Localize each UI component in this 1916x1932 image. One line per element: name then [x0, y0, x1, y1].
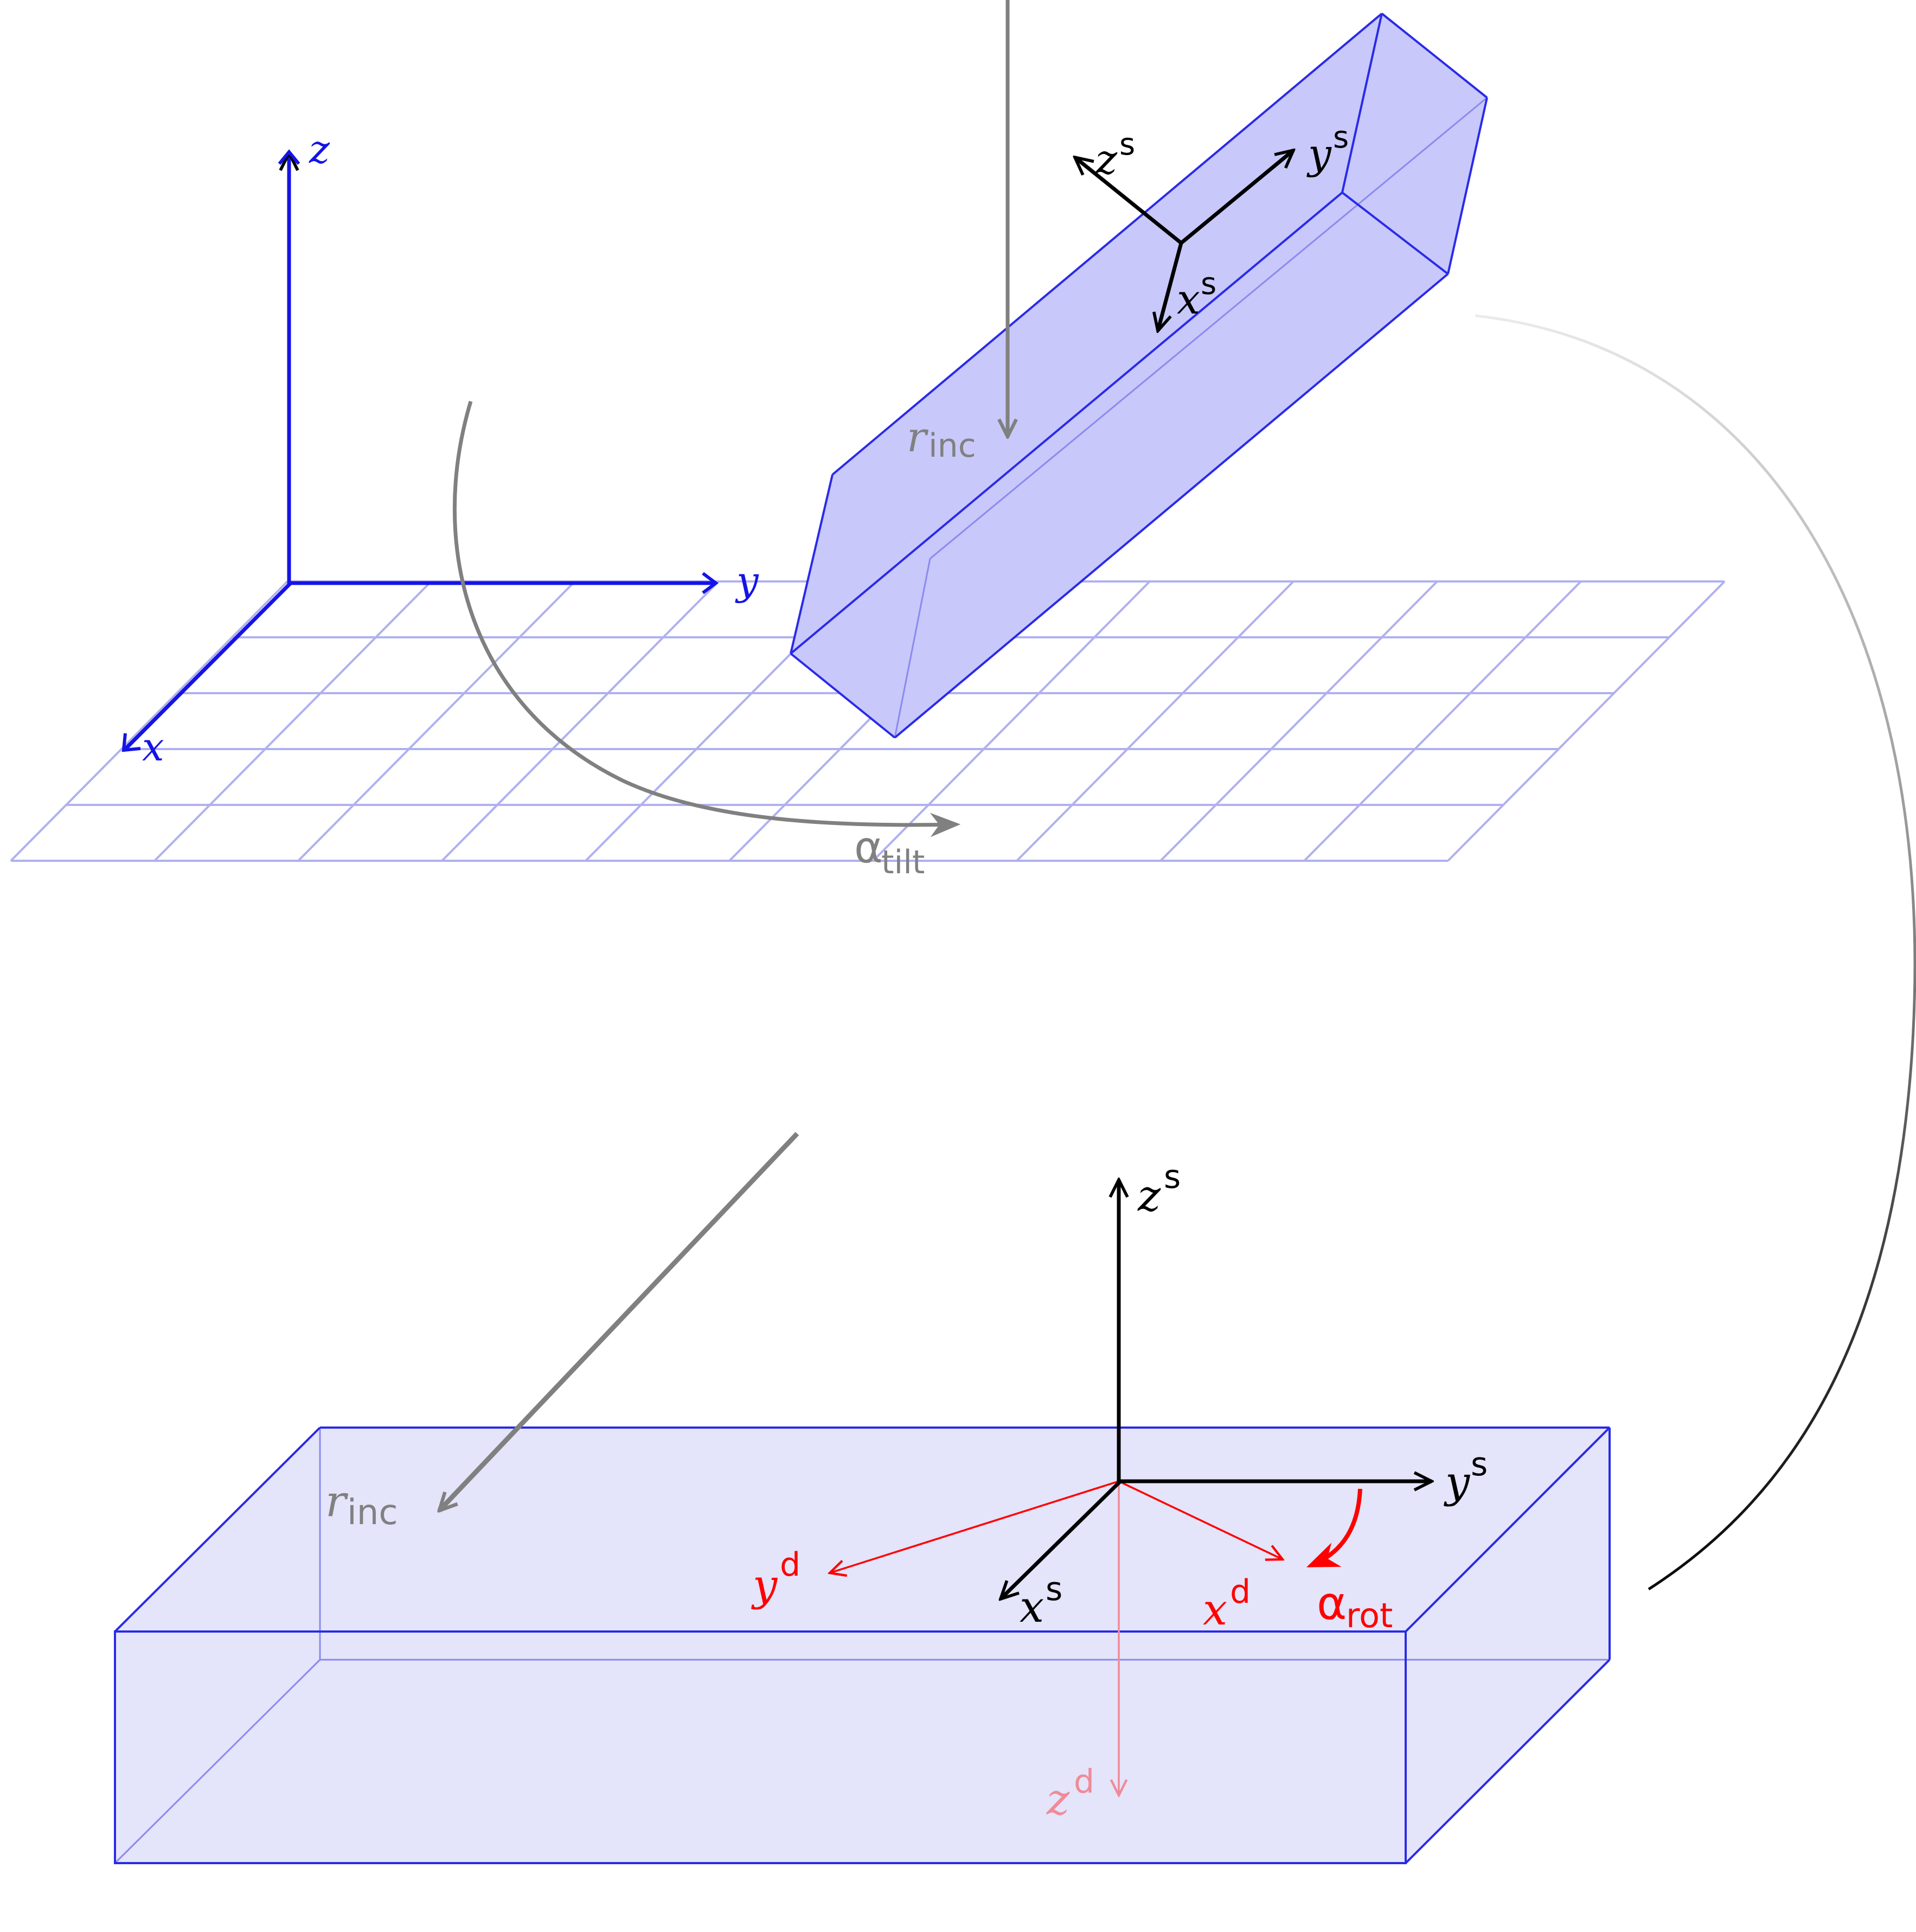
beam-label-bottom: r inc: [325, 1476, 398, 1533]
sample-x-label-top: x s: [1177, 266, 1216, 323]
svg-text:z: z: [1046, 1774, 1070, 1825]
lab-y-arrowhead: [702, 572, 719, 594]
sample-frame-top: [1075, 150, 1293, 331]
svg-text:x: x: [1177, 275, 1200, 323]
sample-x-axis-bottom: [1001, 1480, 1122, 1599]
svg-text:z: z: [1137, 1170, 1161, 1221]
svg-text:r: r: [907, 413, 929, 461]
incident-beam-bottom: [439, 1131, 799, 1511]
sample-z-label-bottom: z s: [1137, 1158, 1181, 1221]
svg-text:y: y: [1444, 1457, 1471, 1507]
tilted-crystal: [790, 12, 1488, 739]
beam-label-top: r inc: [907, 413, 976, 465]
sample-slab: [114, 1426, 1611, 1864]
svg-text:d: d: [1230, 1573, 1251, 1611]
crystal-front-face: [791, 193, 1448, 738]
crystal-top-face: [832, 14, 1487, 559]
slab-side-face: [1406, 1428, 1610, 1863]
sample-z-label-top: z s: [1095, 127, 1135, 183]
sample-frame-bottom: [1001, 1180, 1432, 1599]
svg-text:inc: inc: [928, 427, 976, 465]
lab-x-arrowhead: [121, 733, 141, 752]
lab-y-label: y: [735, 558, 759, 604]
rotation-arrow: [1306, 1488, 1362, 1568]
svg-text:s: s: [1333, 120, 1349, 155]
svg-text:inc: inc: [347, 1493, 398, 1533]
slab-top-face: [115, 1428, 1610, 1632]
detector-x-label: x d: [1203, 1573, 1251, 1635]
connecting-curve: [1475, 314, 1916, 1591]
svg-text:α: α: [1317, 1577, 1347, 1630]
svg-text:x: x: [1203, 1584, 1227, 1635]
svg-text:α: α: [854, 822, 883, 873]
tilt-arc: [452, 400, 961, 837]
svg-text:z: z: [1095, 135, 1118, 183]
detector-z-label: z d: [1046, 1763, 1094, 1825]
sample-y-axis-top: [1180, 150, 1293, 245]
crystal-end-face: [1342, 14, 1487, 274]
sample-x-axis-top: [1158, 242, 1183, 331]
svg-text:r: r: [325, 1476, 349, 1526]
lab-frame: z y x: [121, 126, 759, 770]
svg-text:s: s: [1201, 266, 1216, 302]
detector-y-label: y d: [751, 1546, 800, 1610]
svg-text:tilt: tilt: [881, 843, 925, 881]
svg-text:s: s: [1046, 1570, 1062, 1608]
svg-text:d: d: [1074, 1763, 1094, 1801]
sample-x-label-bottom: x s: [1020, 1570, 1062, 1632]
detector-y-axis: [830, 1480, 1119, 1573]
slab-front-face: [115, 1632, 1406, 1863]
sample-y-label-top: y s: [1306, 120, 1349, 178]
svg-text:x: x: [1020, 1582, 1044, 1632]
svg-text:rot: rot: [1346, 1596, 1393, 1635]
lab-x-label: x: [142, 724, 164, 770]
svg-text:y: y: [1306, 130, 1332, 178]
detector-x-axis: [1118, 1480, 1283, 1559]
rotation-label: α rot: [1317, 1577, 1393, 1635]
bottom-panel: r inc y d x d z d: [114, 1131, 1611, 1864]
svg-text:s: s: [1471, 1445, 1488, 1483]
svg-text:s: s: [1164, 1158, 1181, 1196]
svg-text:d: d: [780, 1546, 800, 1584]
svg-text:y: y: [751, 1560, 778, 1610]
svg-text:s: s: [1119, 127, 1135, 162]
sample-y-label-bottom: y s: [1444, 1445, 1488, 1507]
lab-z-arrowhead: [278, 149, 300, 165]
top-panel: z y x: [10, 0, 1726, 881]
tilt-label: α tilt: [854, 822, 925, 881]
lab-z-label: z: [309, 126, 330, 172]
detector-frame: y d x d z d: [751, 1480, 1283, 1825]
lab-x-axis: [124, 581, 292, 750]
sample-z-axis-top: [1075, 157, 1183, 245]
